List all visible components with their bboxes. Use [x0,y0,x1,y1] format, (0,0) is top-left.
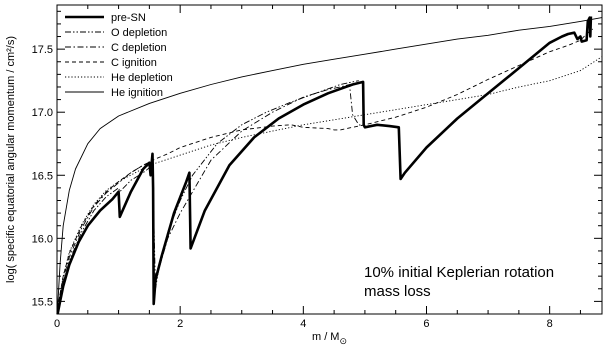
y-tick-label: 17.0 [32,107,53,119]
series-layer [56,16,603,315]
legend-label-c-depletion: C depletion [111,42,167,54]
plot-frame [56,4,603,315]
annotation-line: 10% initial Keplerian rotation [364,264,554,281]
ticks-layer: 0 2 4 6 8 15.5 16.0 16.5 17.0 17.5 [32,5,602,330]
x-axis-label: m / M⊙ [312,331,347,346]
x-tick-label: 2 [177,318,183,330]
legend-label-he-ignition: He ignition [111,87,163,99]
series-line-he-depletion [57,56,603,308]
legend-label-o-depletion: O depletion [111,27,167,39]
x-tick-label: 6 [423,318,429,330]
x-tick-label: 0 [54,318,60,330]
legend-label-c-ignition: C ignition [111,57,157,69]
y-axis-label: log( specific equatorial angular momentu… [5,36,17,283]
series-line-o-depletion [57,80,359,312]
series-line-c-depletion [57,84,365,310]
series-line-c-ignition [57,28,594,308]
legend-label-pre-sn: pre-SN [111,12,146,24]
x-tick-label: 8 [547,318,553,330]
x-axis-label-subscript: ⊙ [339,336,347,346]
legend-label-he-depletion: He depletion [111,72,173,84]
annotation: 10% initial Keplerian rotation mass loss [364,264,554,300]
annotation-line: mass loss [364,283,431,300]
y-tick-label: 16.0 [32,233,53,245]
y-tick-label: 15.5 [32,296,53,308]
x-tick-label: 4 [300,318,306,330]
y-tick-label: 17.5 [32,44,53,56]
x-axis-label-main: m / M [312,331,340,343]
y-tick-label: 16.5 [32,170,53,182]
series-line-he-ignition [57,17,603,308]
legend: pre-SN O depletion C depletion C ignition He… [65,12,173,99]
series-line-pre-sn [56,16,593,315]
